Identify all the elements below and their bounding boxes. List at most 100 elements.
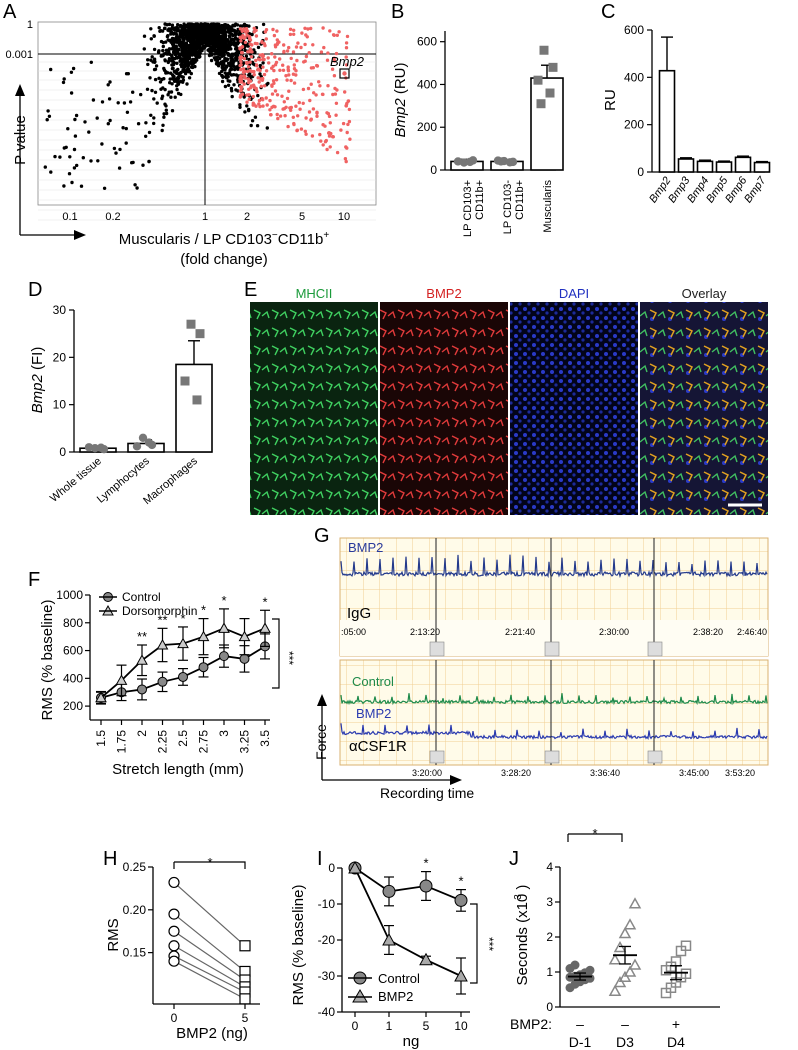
volcano-point [83,120,87,124]
x-tick-label: 1.5 [94,730,108,747]
volcano-point-up [273,62,278,67]
series-line [354,867,462,902]
volcano-point-up [344,63,349,67]
volcano-point-up [328,121,332,125]
volcano-point-up [247,80,251,85]
volcano-point [261,61,265,65]
volcano-point [220,79,225,84]
volcano-point-up [331,92,335,97]
volcano-point-up [261,65,265,69]
volcano-point [192,38,196,42]
volcano-point-up [320,92,325,97]
volcano-point-up [287,89,291,93]
volcano-point-up [266,56,270,60]
volcano-point-up [269,113,273,117]
volcano-point-up [304,116,308,120]
volcano-point-up [252,69,256,74]
volcano-point [45,118,49,122]
volcano-point [221,75,225,79]
d-y-ticks: 0 10 20 30 [53,303,74,459]
volcano-point [198,33,203,37]
volcano-point-up [271,27,275,32]
volcano-point [164,51,168,56]
volcano-point [266,81,270,86]
volcano-point-up [325,58,330,62]
x-tick-label: 2.75 [197,730,211,754]
volcano-point [144,134,148,138]
volcano-point [175,55,179,59]
data-point-bmp2 [348,860,362,874]
a-x-label: Muscularis / LP CD103−CD11b+ [119,230,330,248]
g-force-arrowhead [317,694,327,706]
volcano-point-up [288,106,292,110]
volcano-point-up [245,93,249,97]
volcano-point-up [343,157,348,161]
volcano-point-up [326,84,330,88]
volcano-point [190,51,195,55]
volcano-point-up [287,73,291,77]
volcano-point [177,47,181,52]
volcano-point [131,90,135,94]
significance-mark: ** [137,629,147,644]
volcano-point-up [246,77,251,81]
volcano-point [152,47,157,52]
data-point [533,75,543,85]
volcano-point-up [339,128,343,132]
volcano-point [256,45,261,50]
volcano-point-up [346,122,350,127]
volcano-point-up [294,45,299,49]
volcano-point [190,32,195,37]
volcano-point [62,184,66,188]
y-tick-label: 30 [53,303,67,317]
volcano-point [265,126,269,130]
volcano-point-up [278,57,282,61]
data-point [548,62,558,72]
volcano-point [169,71,173,75]
category-label: Muscularis [542,180,554,233]
b-y-ticks: 0 200 400 600 [417,35,445,177]
volcano-point [181,29,185,34]
a-x-label-sup: + [323,230,329,241]
volcano-point [188,61,193,65]
volcano-point-up [328,145,332,149]
volcano-point-up [260,40,264,45]
volcano-point [203,23,208,27]
y-tick-label: 1 [546,965,553,979]
volcano-point [164,40,168,44]
volcano-point-up [260,96,264,101]
volcano-point [194,22,199,27]
y-tick-label: 0 [59,445,66,459]
i-y-label: RMS (% baseline) [290,885,307,1006]
bar [677,158,695,173]
b-y-label: Bmp2 (RU) [392,62,409,137]
volcano-point [87,130,91,134]
volcano-point [100,100,105,104]
panel-letter: A [3,1,17,23]
panel-i: I 0 -10 -20 -30 -40 0 1 5 10 RMS (% baseline) ng… [290,848,496,1050]
d-y-label: Bmp2 (FI) [29,347,46,414]
volcano-point-up [295,58,299,63]
volcano-point [175,61,179,65]
y-tick-label: 600 [417,35,437,49]
volcano-point [170,23,175,27]
volcano-point-up [309,118,313,122]
volcano-points [43,22,352,190]
data-point [536,99,546,109]
i-ticks: 0 -10 -20 -30 -40 0 1 5 10 [318,861,468,1033]
volcano-point [207,53,212,58]
volcano-point [184,34,188,39]
a-x-label-part: CD11b [278,231,324,248]
data-point [132,442,142,451]
volcano-point [233,41,237,45]
volcano-point-up [299,127,304,131]
paired-line [173,945,246,988]
data-point-dorsomorphin [136,654,148,665]
data-point [96,443,106,452]
i-sig-bracket-label: *** [482,937,496,951]
h-sig-label: * [207,855,212,870]
volcano-point-up [343,90,347,94]
data-point-before [168,925,180,937]
volcano-point [181,75,185,79]
volcano-point [79,184,84,188]
significance-mark: * [201,603,206,618]
